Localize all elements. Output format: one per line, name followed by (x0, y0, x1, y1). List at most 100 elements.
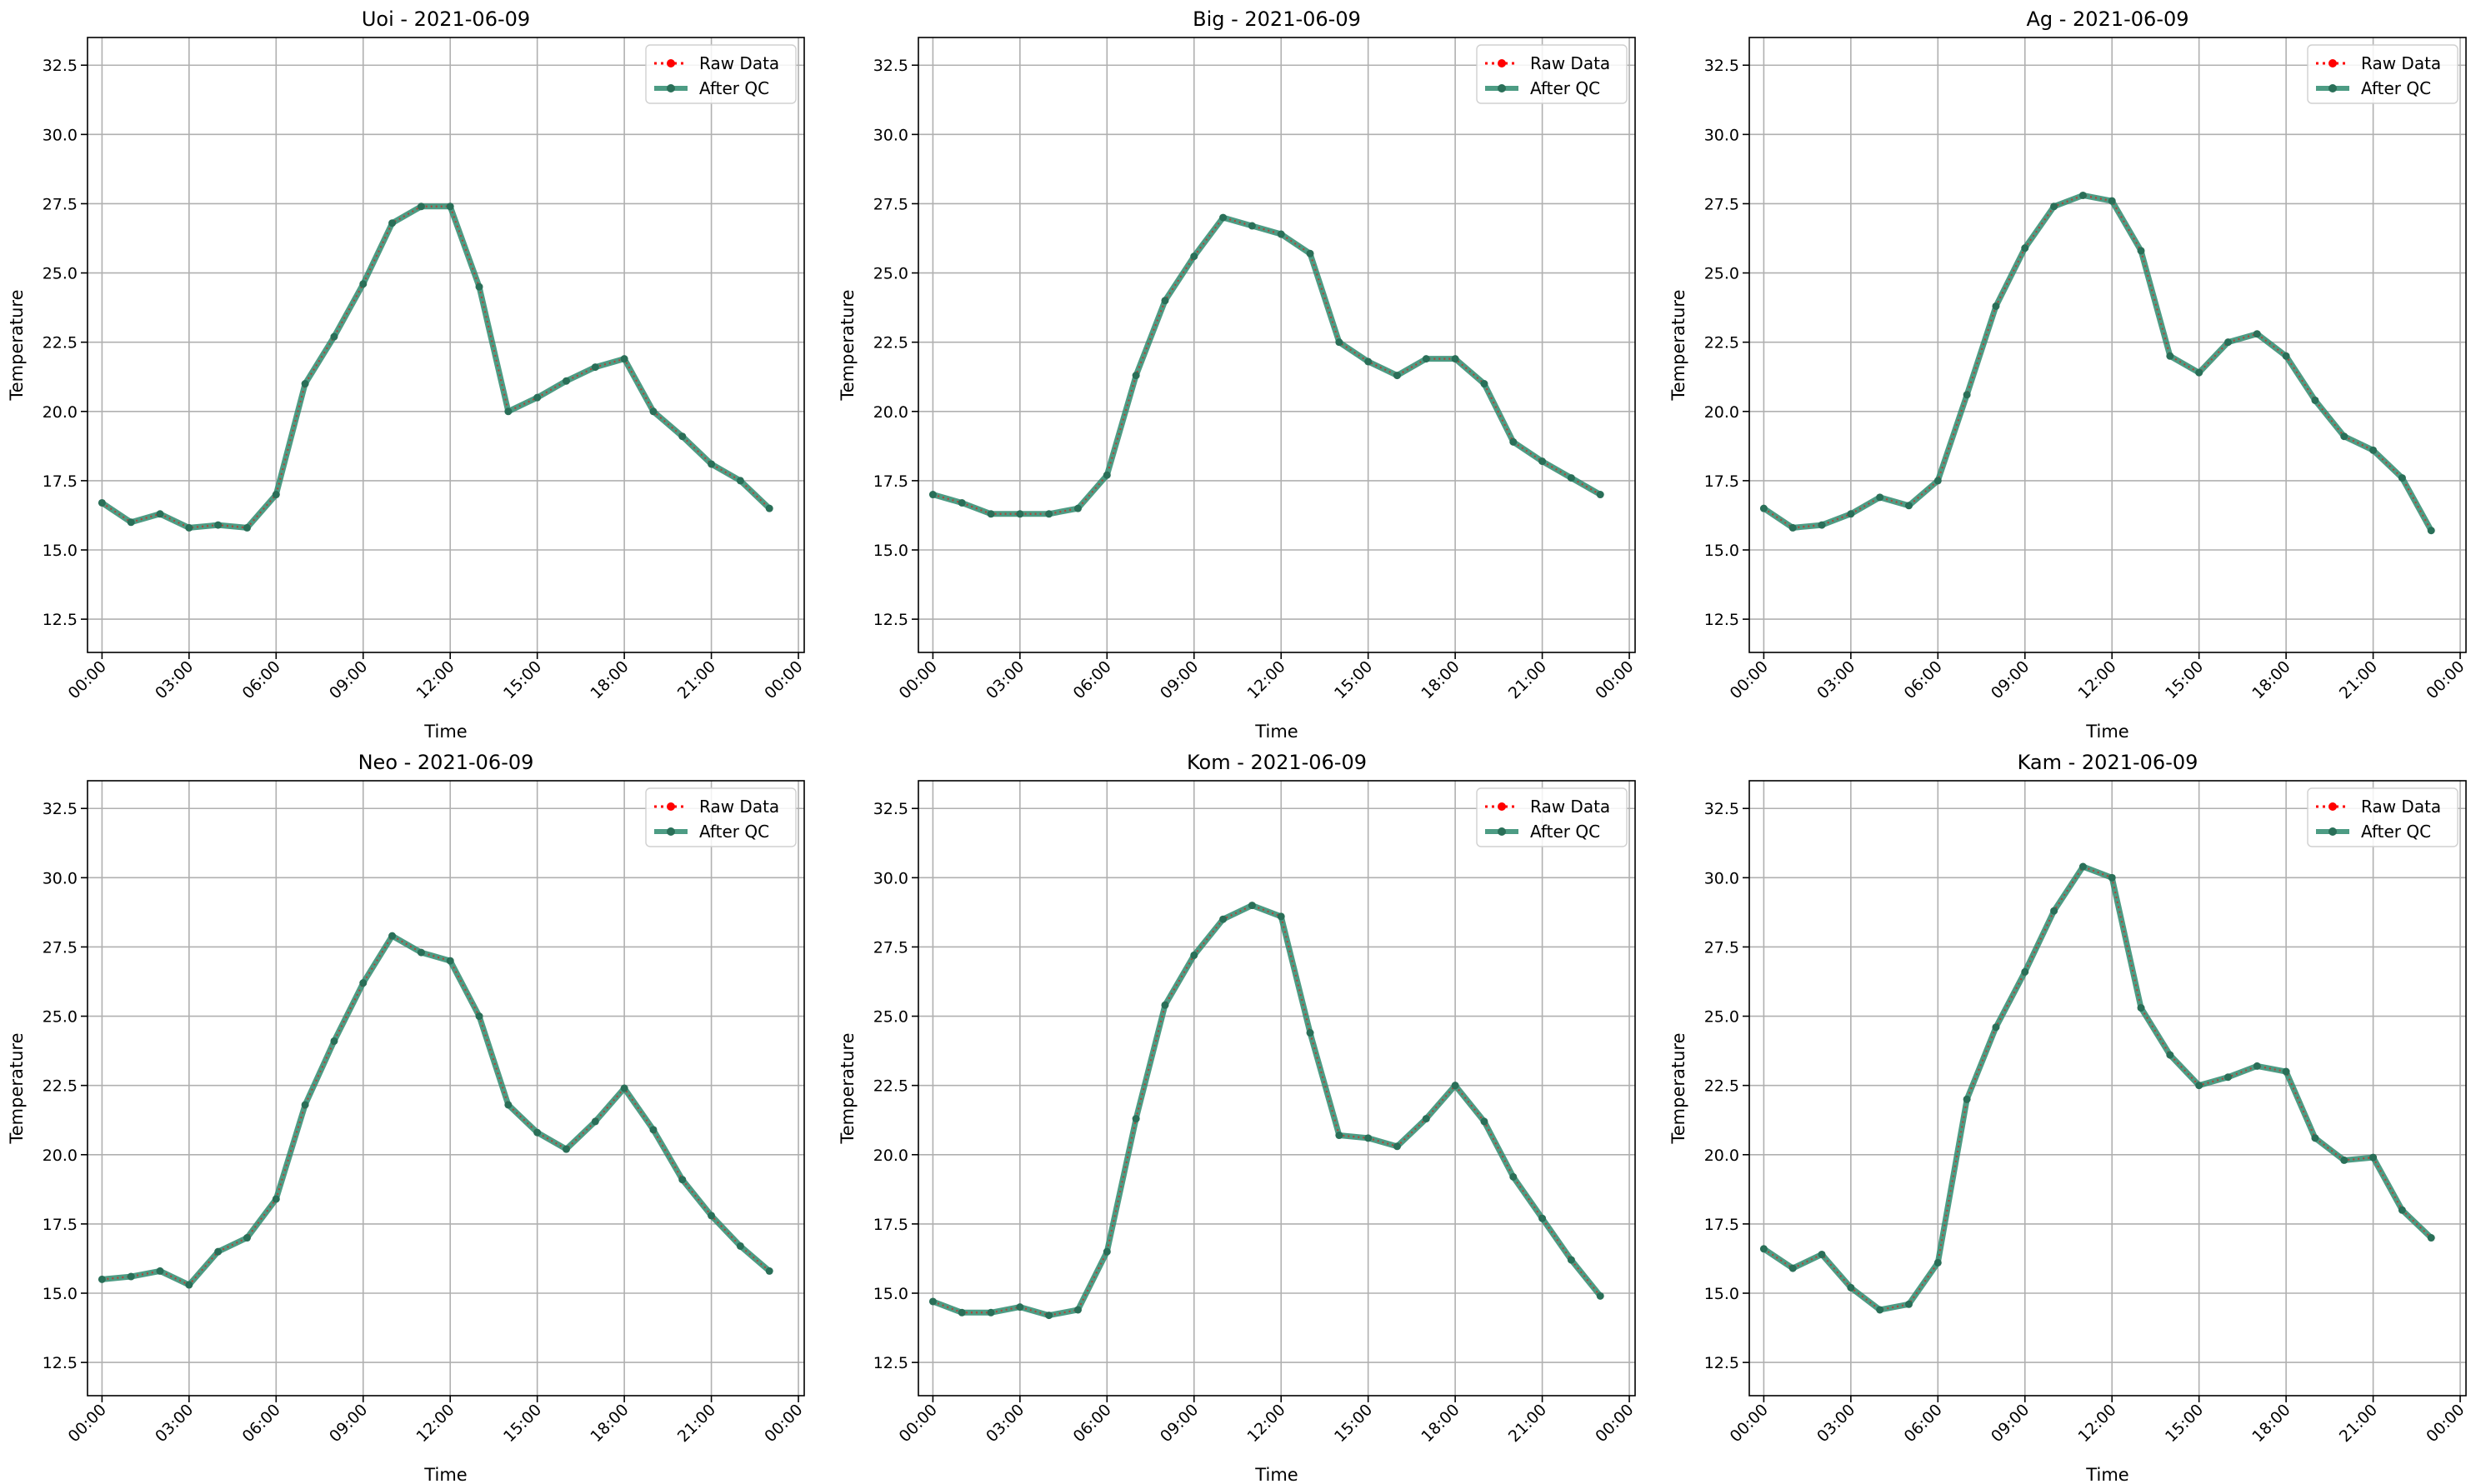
x-tick-label: 03:00 (152, 1401, 197, 1446)
series-after-qc-point (1364, 1134, 1373, 1142)
series-after-qc-line (98, 203, 773, 531)
x-tick-label: 21:00 (2336, 1401, 2381, 1446)
series-after-qc-point (1335, 1132, 1343, 1140)
series-after-qc-point (533, 1128, 542, 1137)
series-after-qc-point (2108, 873, 2116, 882)
legend-raw-label: Raw Data (2361, 797, 2441, 817)
x-tick-label: 21:00 (2336, 657, 2381, 702)
y-axis-label: Temperature (838, 289, 858, 401)
series-after-qc-point (1992, 1023, 2000, 1032)
legend-qc-label: After QC (2361, 78, 2431, 98)
series-after-qc-point (1248, 222, 1256, 230)
series-after-qc-point (1992, 302, 2000, 310)
y-tick-label: 32.5 (873, 800, 908, 818)
x-tick-label: 06:00 (239, 657, 284, 702)
series-after-qc-point (1277, 230, 1285, 238)
series-after-qc-line (1760, 192, 2434, 534)
axes-frame (87, 780, 805, 1397)
y-tick-label: 25.0 (873, 265, 908, 283)
x-tick-label: 18:00 (2248, 1401, 2293, 1446)
x-tick-label: 15:00 (1331, 1401, 1376, 1446)
y-tick-label: 15.0 (1704, 542, 1739, 560)
series-after-qc-point (1161, 1001, 1169, 1009)
series-after-qc-point (987, 1308, 995, 1317)
y-axis-label: Temperature (7, 1032, 27, 1144)
series-after-qc-point (156, 510, 164, 518)
y-tick-label: 32.5 (43, 57, 78, 75)
x-tick-label: 18:00 (587, 1401, 632, 1446)
x-tick-label: 12:00 (2074, 657, 2119, 702)
y-tick-label: 15.0 (873, 1285, 908, 1303)
series-after-qc-point (1788, 1264, 1797, 1272)
series-after-qc-point (1509, 437, 1518, 446)
series-after-qc-point (987, 510, 995, 518)
legend-qc-label: After QC (1530, 822, 1600, 842)
series-after-qc-point (1045, 1312, 1053, 1320)
series-after-qc-point (359, 979, 368, 987)
legend: Raw Data After QC (2307, 44, 2458, 104)
series-after-qc-point (2223, 1073, 2232, 1082)
x-tick-label: 15:00 (2162, 657, 2207, 702)
series-after-qc-point (446, 202, 454, 211)
x-axis-label: Time (2085, 1465, 2128, 1484)
series-after-qc-point (1132, 372, 1140, 380)
grid (88, 781, 804, 1396)
series-after-qc-point (446, 957, 454, 965)
legend-raw-marker (1498, 802, 1506, 811)
legend-qc-marker (2328, 827, 2337, 836)
series-after-qc-line (929, 902, 1603, 1319)
series-after-qc-point (2398, 1206, 2406, 1214)
x-tick-label: 03:00 (983, 1401, 1028, 1446)
series-after-qc-point (2021, 967, 2029, 976)
series-after-qc-point (765, 1267, 773, 1275)
series-after-qc-point (1073, 1306, 1082, 1314)
series-after-qc-point (1161, 297, 1169, 305)
y-tick-label: 22.5 (43, 334, 78, 352)
series-after-qc-point (2427, 1234, 2435, 1242)
series-after-qc-point (2078, 862, 2087, 871)
y-tick-label: 30.0 (43, 126, 78, 144)
x-tick-label: 00:00 (761, 1401, 806, 1446)
series-after-qc-point (1759, 1245, 1768, 1253)
series-after-qc-point (1219, 213, 1228, 222)
series-after-qc-point (214, 1247, 223, 1256)
series-after-qc-point (2166, 1051, 2174, 1059)
series-after-qc-point (2078, 191, 2087, 199)
y-tick-label: 20.0 (43, 403, 78, 422)
chart-panel-2: 00:00 03:00 06:00 09:00 12:00 15:00 18:00 21:00… (838, 7, 1638, 742)
legend-qc-label: After QC (699, 822, 769, 842)
series-after-qc-point (562, 1145, 570, 1153)
series-after-qc-point (417, 948, 425, 957)
y-tick-label: 12.5 (873, 611, 908, 629)
chart-panel-1: 00:00 03:00 06:00 09:00 12:00 15:00 18:00 21:00… (7, 7, 807, 742)
series-after-qc-point (591, 363, 599, 372)
legend-qc-label: After QC (2361, 822, 2431, 842)
series-after-qc-point (2340, 432, 2348, 441)
series-after-qc-point (1422, 1115, 1430, 1123)
series-after-qc-point (1876, 1306, 1884, 1314)
series-after-qc-point (1847, 1283, 1855, 1292)
legend-raw-label: Raw Data (1530, 797, 1610, 817)
x-tick-label: 12:00 (1243, 1401, 1288, 1446)
series-after-qc-point (2253, 330, 2261, 338)
x-tick-label: 18:00 (587, 657, 632, 702)
series-after-qc-point (736, 1242, 744, 1250)
series-after-qc-point (2195, 1082, 2203, 1090)
y-tick-label: 25.0 (873, 1008, 908, 1027)
legend-raw-label: Raw Data (699, 797, 779, 817)
series-after-qc-point (475, 1012, 483, 1021)
x-axis-label: Time (423, 1465, 467, 1484)
series-after-qc-point (504, 407, 513, 416)
series-after-qc-point (185, 1281, 193, 1289)
series-after-qc-point (2311, 396, 2319, 404)
series-after-qc-point (1073, 504, 1082, 512)
series-after-qc-point (1904, 1300, 1913, 1308)
series-raw-line (101, 205, 770, 529)
series-raw-line (933, 216, 1601, 515)
series-after-qc-point (2398, 474, 2406, 482)
y-axis-label: Temperature (1668, 1032, 1688, 1144)
legend: Raw Data After QC (645, 787, 797, 847)
series-after-qc-point (185, 523, 193, 532)
axes-frame (918, 37, 1636, 653)
legend-qc-marker (1498, 827, 1506, 836)
